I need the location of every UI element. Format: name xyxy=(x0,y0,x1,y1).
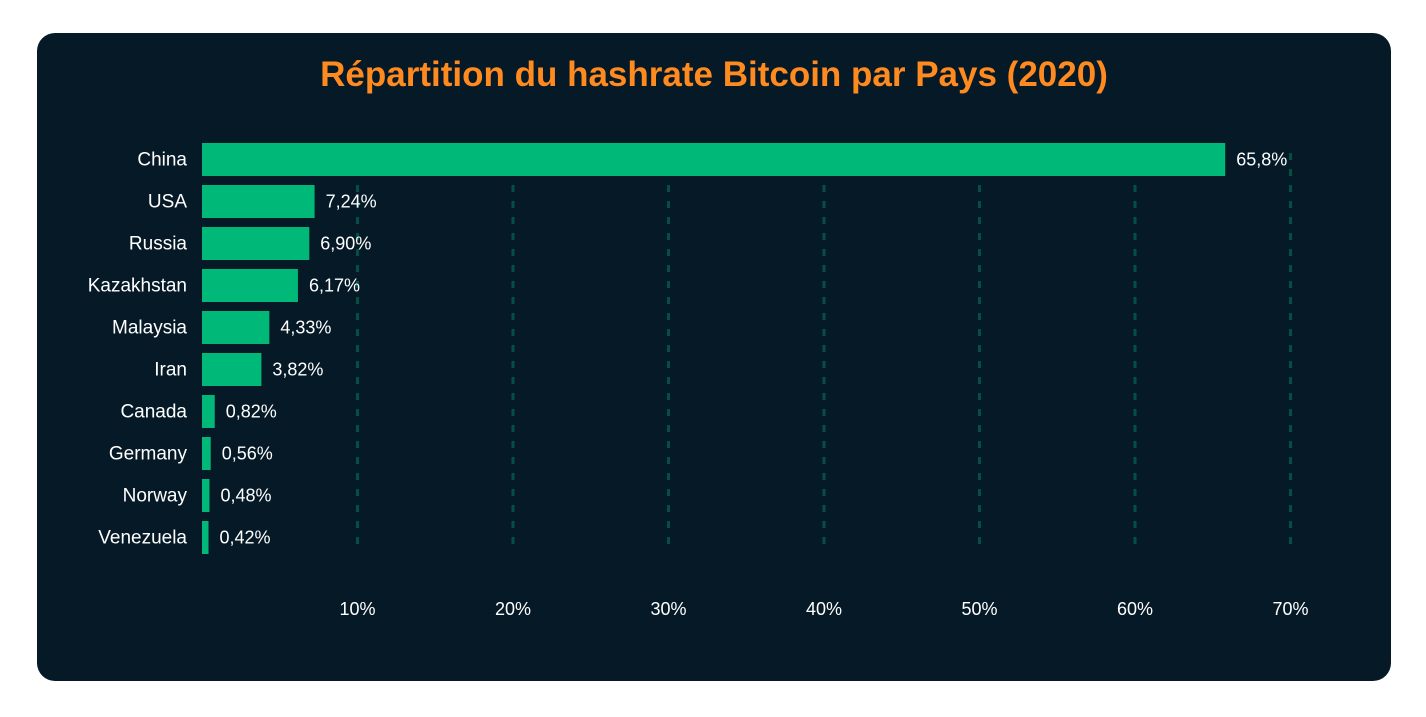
x-tick-label-70: 70% xyxy=(1272,599,1308,619)
value-label-germany: 0,56% xyxy=(222,444,273,464)
grid-lines xyxy=(356,153,1292,553)
category-label-kazakhstan: Kazakhstan xyxy=(88,276,187,297)
x-tick-label-20: 20% xyxy=(495,599,531,619)
value-label-russia: 6,90% xyxy=(320,234,371,254)
bar-canada xyxy=(202,395,215,428)
value-label-usa: 7,24% xyxy=(326,192,377,212)
value-labels: 65,8% 7,24% 6,90% 6,17% 4,33% 3,82% 0,82% 0,56%… xyxy=(220,150,1288,548)
chart-title: Répartition du hashrate Bitcoin par Pays… xyxy=(320,55,1108,94)
bar-iran xyxy=(202,353,262,386)
category-label-venezuela: Venezuela xyxy=(98,528,187,549)
value-label-china: 65,8% xyxy=(1236,150,1287,170)
category-label-germany: Germany xyxy=(109,444,188,465)
category-label-china: China xyxy=(137,150,187,171)
bar-germany xyxy=(202,437,211,470)
x-axis-ticks: 10% 20% 30% 40% 50% 60% 70% xyxy=(339,599,1308,619)
bars xyxy=(202,143,1226,554)
bar-china xyxy=(202,143,1226,176)
value-label-norway: 0,48% xyxy=(220,486,271,506)
category-label-usa: USA xyxy=(148,192,187,213)
bar-kazakhstan xyxy=(202,269,298,302)
bar-malaysia xyxy=(202,311,270,344)
category-label-iran: Iran xyxy=(154,360,187,381)
value-label-malaysia: 4,33% xyxy=(280,318,331,338)
x-tick-label-50: 50% xyxy=(961,599,997,619)
value-label-canada: 0,82% xyxy=(226,402,277,422)
x-tick-label-30: 30% xyxy=(650,599,686,619)
value-label-iran: 3,82% xyxy=(272,360,323,380)
category-labels: China USA Russia Kazakhstan Malaysia Iran Cana… xyxy=(88,150,188,549)
x-tick-label-10: 10% xyxy=(339,599,375,619)
x-tick-label-40: 40% xyxy=(806,599,842,619)
bar-norway xyxy=(202,479,210,512)
category-label-russia: Russia xyxy=(129,234,188,255)
hashrate-bar-chart: China USA Russia Kazakhstan Malaysia Iran Cana… xyxy=(88,143,1309,619)
x-tick-label-60: 60% xyxy=(1117,599,1153,619)
category-label-canada: Canada xyxy=(120,402,187,423)
value-label-venezuela: 0,42% xyxy=(220,528,271,548)
category-label-norway: Norway xyxy=(123,486,188,507)
category-label-malaysia: Malaysia xyxy=(112,318,187,339)
bar-usa xyxy=(202,185,315,218)
bar-russia xyxy=(202,227,310,260)
value-label-kazakhstan: 6,17% xyxy=(309,276,360,296)
chart-card: Répartition du hashrate Bitcoin par Pays… xyxy=(37,33,1391,681)
bar-venezuela xyxy=(202,521,209,554)
